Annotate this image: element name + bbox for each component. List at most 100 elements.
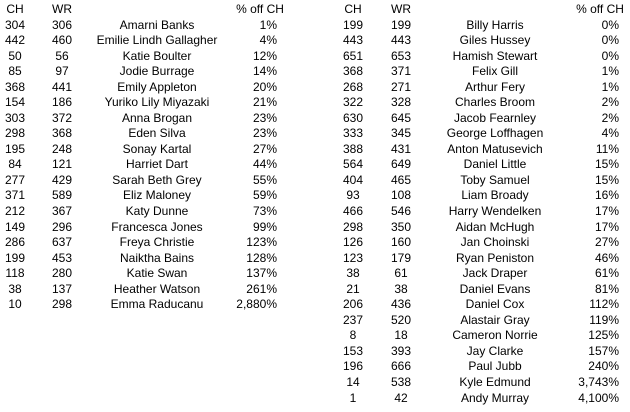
career-high-rank: 404: [342, 172, 364, 187]
career-high-rank: 195: [4, 141, 26, 156]
career-high-rank: 126: [342, 235, 364, 250]
world-rank: 271: [390, 79, 412, 94]
career-high-rank: 21: [346, 281, 360, 296]
career-high-rank: 10: [8, 297, 22, 312]
world-rank: 431: [390, 141, 412, 156]
world-rank: 666: [390, 359, 412, 374]
player-name: Jan Choinski: [460, 235, 530, 250]
pct-off-career-high: 27%: [252, 141, 277, 156]
player-name: Emilie Lindh Gallagher: [96, 33, 218, 48]
world-rank: 345: [390, 126, 412, 141]
pct-off-career-high: 0%: [601, 48, 619, 63]
career-high-rank: 199: [342, 17, 364, 32]
pct-off-career-high: 27%: [594, 235, 619, 250]
world-rank: 371: [390, 64, 412, 79]
pct-off-career-high: 55%: [252, 172, 277, 187]
player-name: Yuriko Lily Miyazaki: [104, 95, 210, 110]
pct-off-career-high: 15%: [594, 172, 619, 187]
player-name: Daniel Evans: [459, 281, 531, 296]
player-name: Billy Harris: [466, 17, 524, 32]
career-high-rank: 630: [342, 110, 364, 125]
pct-off-career-high: 112%: [589, 297, 619, 312]
pct-off-career-high: 11%: [595, 141, 619, 156]
career-high-rank: 154: [4, 95, 26, 110]
career-high-rank: 38: [8, 281, 22, 296]
career-high-rank: 268: [342, 79, 364, 94]
career-high-rank: 85: [8, 64, 22, 79]
career-high-rank: 149: [4, 219, 26, 234]
career-high-rank: 123: [342, 250, 364, 265]
pct-off-career-high: 123%: [246, 235, 277, 250]
player-name: Aidan McHugh: [455, 219, 535, 234]
pct-off-career-high: 81%: [594, 281, 619, 296]
career-high-rank: 50: [8, 48, 22, 63]
pct-off-career-high: 119%: [589, 312, 619, 327]
world-rank: 520: [390, 312, 412, 327]
career-high-rank: 368: [342, 64, 364, 79]
world-rank: 56: [55, 48, 69, 63]
player-name: Liam Broady: [461, 188, 529, 203]
pct-off-career-high: 2%: [601, 95, 619, 110]
career-high-rank: 196: [342, 359, 364, 374]
career-high-rank: 303: [4, 110, 26, 125]
pct-off-career-high: 21%: [252, 95, 277, 110]
header-wr: WR: [391, 2, 411, 16]
player-name: Freya Christie: [119, 235, 195, 250]
world-rank: 372: [51, 110, 73, 125]
pct-off-career-high: 17%: [594, 219, 619, 234]
player-name: Paul Jubb: [468, 359, 522, 374]
player-name: Harry Wendelken: [448, 204, 542, 219]
pct-off-career-high: 17%: [594, 204, 619, 219]
career-high-rank: 206: [342, 297, 364, 312]
world-rank: 649: [390, 157, 412, 172]
player-name: Daniel Cox: [465, 297, 525, 312]
world-rank: 453: [51, 250, 73, 265]
player-name: Eden Silva: [128, 126, 186, 141]
career-high-rank: 371: [4, 188, 26, 203]
world-rank: 298: [51, 297, 73, 312]
pct-off-career-high: 261%: [246, 281, 277, 296]
player-name: Eliz Maloney: [122, 188, 192, 203]
player-name: Jay Clarke: [466, 343, 524, 358]
career-high-rank: 153: [342, 343, 364, 358]
player-name: Katie Boulter: [122, 48, 192, 63]
world-rank: 368: [51, 126, 73, 141]
player-name: Naiktha Bains: [119, 250, 195, 265]
world-rank: 429: [51, 172, 73, 187]
player-name: Sarah Beth Grey: [112, 172, 202, 187]
world-rank: 443: [390, 33, 412, 48]
player-name: Cameron Norrie: [452, 328, 538, 343]
career-high-rank: 298: [4, 126, 26, 141]
career-high-rank: 322: [342, 95, 364, 110]
player-name: Emily Appleton: [117, 79, 197, 94]
world-rank: 18: [394, 328, 408, 343]
career-high-rank: 38: [346, 266, 360, 281]
player-name: Katie Swan: [126, 266, 188, 281]
player-name: Sonay Kartal: [122, 141, 192, 156]
career-high-rank: 237: [342, 312, 364, 327]
pct-off-career-high: 20%: [252, 79, 277, 94]
career-high-rank: 388: [342, 141, 364, 156]
pct-off-career-high: 46%: [594, 250, 619, 265]
pct-off-career-high: 0%: [601, 17, 619, 32]
world-rank: 186: [51, 95, 73, 110]
player-name: Emma Raducanu: [110, 297, 204, 312]
world-rank: 350: [390, 219, 412, 234]
world-rank: 328: [390, 95, 412, 110]
world-rank: 296: [51, 219, 73, 234]
career-high-rank: 1: [349, 390, 357, 405]
world-rank: 306: [51, 17, 73, 32]
player-name: Jacob Fearnley: [453, 110, 537, 125]
pct-off-career-high: 12%: [252, 48, 277, 63]
player-name: Francesca Jones: [111, 219, 203, 234]
world-rank: 538: [390, 374, 412, 389]
pct-off-career-high: 23%: [252, 110, 277, 125]
world-rank: 248: [51, 141, 73, 156]
header-pct-off-ch: % off CH: [236, 2, 284, 16]
pct-off-career-high: 2%: [601, 110, 619, 125]
player-name: Jodie Burrage: [119, 64, 195, 79]
header-wr: WR: [52, 2, 72, 16]
pct-off-career-high: 4,100%: [578, 390, 619, 405]
pct-off-career-high: 1%: [601, 64, 619, 79]
pct-off-career-high: 4%: [601, 126, 619, 141]
